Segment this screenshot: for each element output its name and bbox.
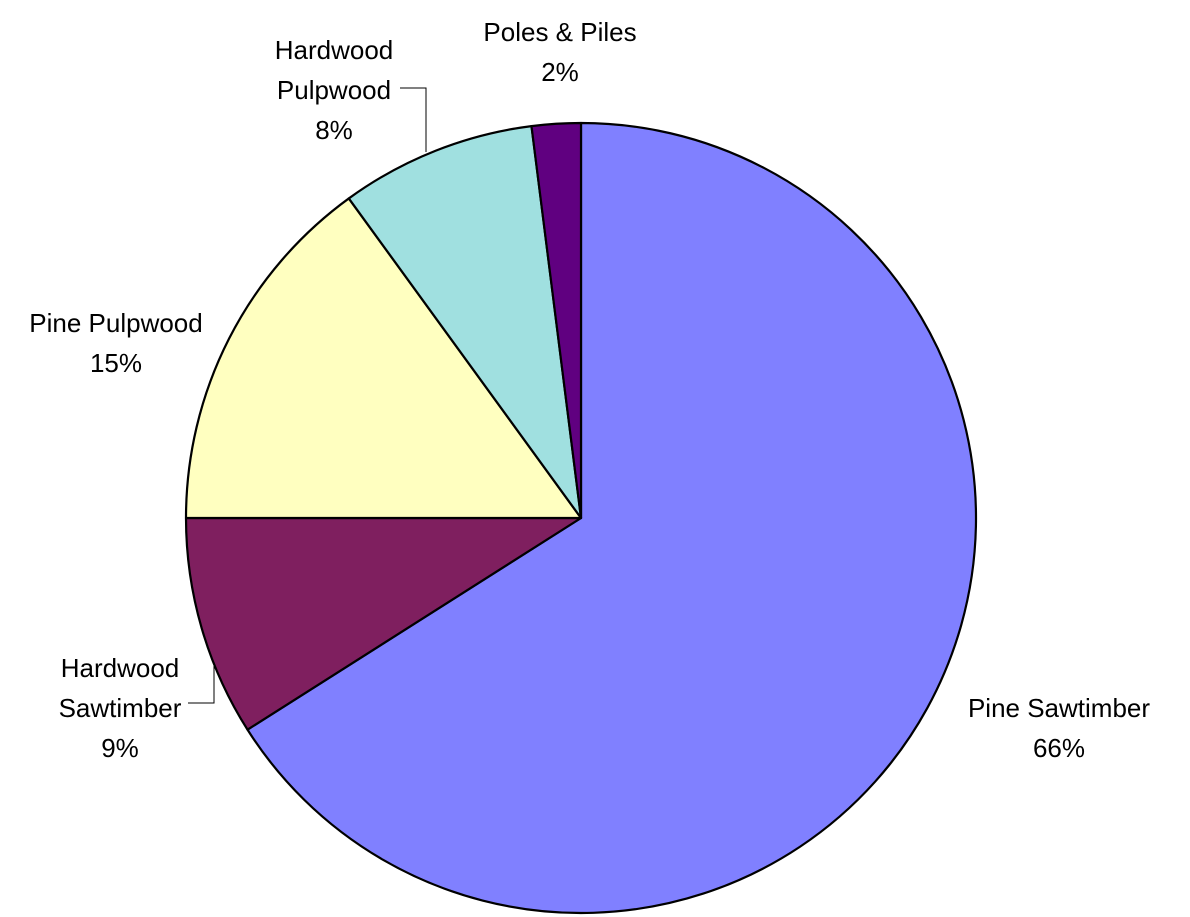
leader-lines [188, 87, 427, 704]
pie-slice-hardwood-sawtimber [184, 516, 583, 731]
percent-label-poles-and-piles: 2% [541, 57, 579, 87]
percent-label-hardwood-pulpwood: 8% [315, 115, 353, 145]
pie-slices [184, 121, 978, 915]
category-label-hardwood-pulpwood-line-1: Hardwood [275, 35, 394, 65]
leader-line-hardwood-sawtimber [188, 666, 215, 704]
pie-slice-hardwood-pulpwood [347, 125, 583, 520]
percent-label-hardwood-sawtimber: 9% [101, 733, 139, 763]
pie-slice-pine-sawtimber [246, 121, 978, 915]
category-label-pine-sawtimber-line-1: Pine Sawtimber [968, 693, 1150, 723]
category-label-hardwood-pulpwood-line-2: Pulpwood [277, 75, 391, 105]
data-labels: Pine Sawtimber 66% Hardwood Sawtimber 9% Pine… [29, 17, 1150, 763]
category-label-hardwood-sawtimber-line-2: Sawtimber [59, 693, 182, 723]
category-label-hardwood-sawtimber-line-1: Hardwood [61, 653, 180, 683]
category-label-pine-pulpwood-line-1: Pine Pulpwood [29, 308, 202, 338]
percent-label-pine-sawtimber: 66% [1033, 733, 1085, 763]
pie-slice-pine-pulpwood [184, 197, 583, 520]
category-label-poles-and-piles-line-1: Poles & Piles [483, 17, 636, 47]
leader-line-hardwood-pulpwood [400, 87, 427, 152]
percent-label-pine-pulpwood: 15% [90, 348, 142, 378]
pie-slice-poles-and-piles [530, 121, 583, 520]
